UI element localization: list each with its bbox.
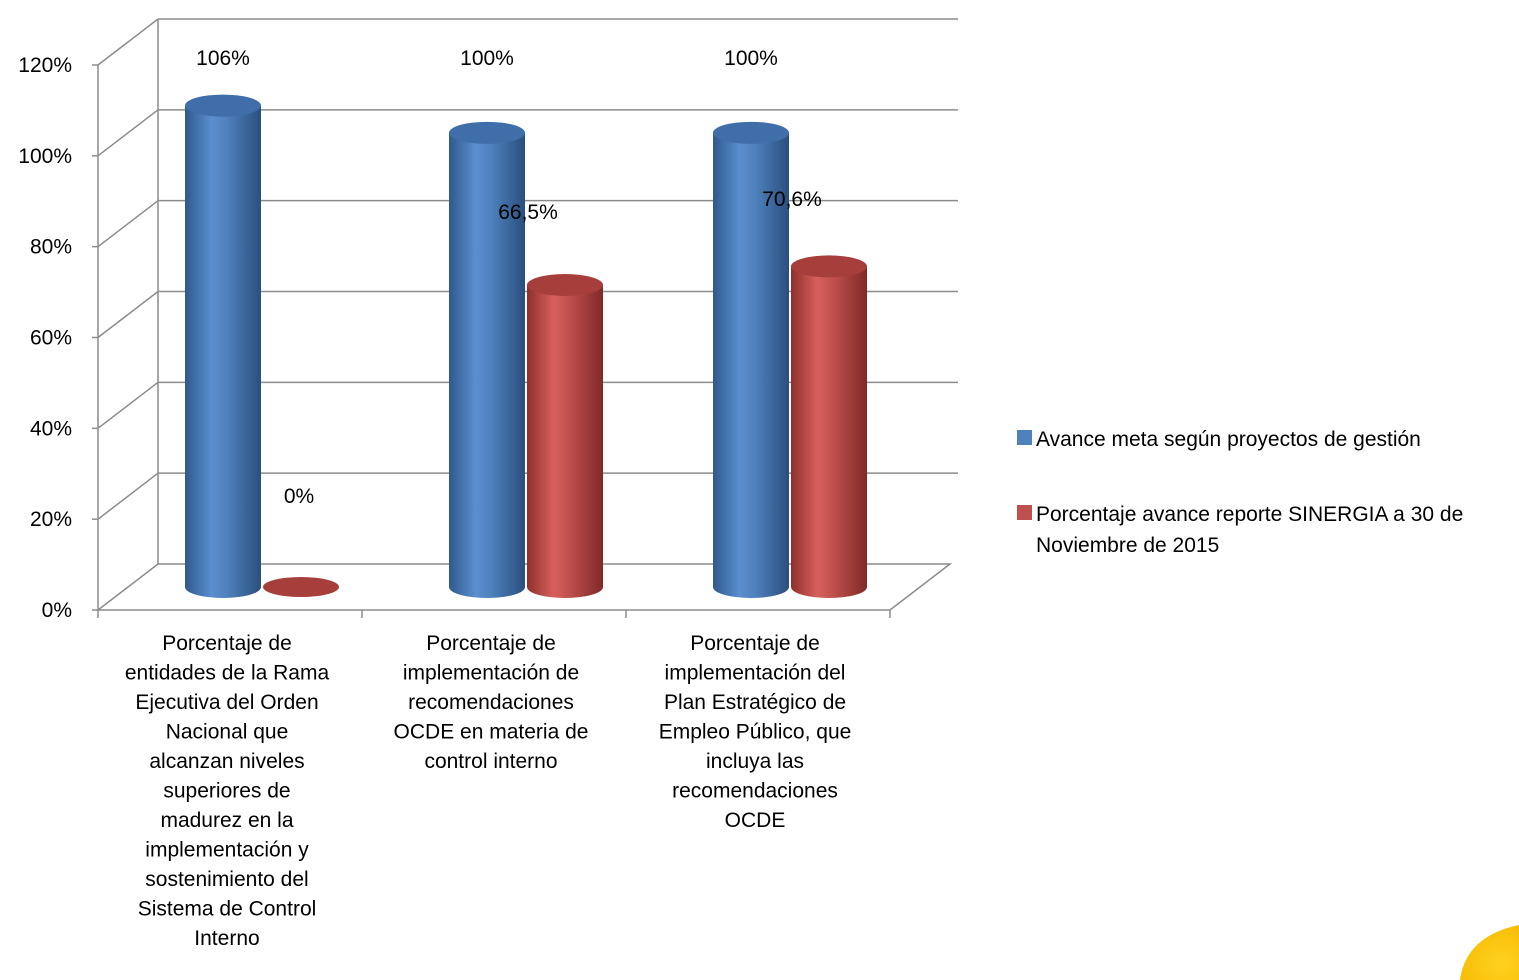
bar-top	[527, 273, 603, 296]
y-tick-label: 80%	[30, 236, 72, 259]
category-label: Porcentaje de implementación de recomendac…	[394, 632, 589, 773]
bar-top	[713, 121, 789, 144]
bar-sinergia	[527, 273, 603, 598]
data-label: 66,5%	[498, 201, 558, 224]
gridline-side	[97, 290, 159, 339]
legend-label-line: Avance meta según proyectos de gestión	[1036, 428, 1421, 451]
category-label-line: Porcentaje de	[690, 632, 820, 655]
category-label-line: Porcentaje de	[162, 632, 292, 655]
legend-label: Avance meta según proyectos de gestión	[1036, 428, 1421, 451]
data-labels: 106% 100% 100% 0% 66,5% 70,6%	[196, 47, 822, 508]
category-label: Porcentaje de entidades de la Rama Ejecuti…	[125, 632, 330, 950]
y-tick-label: 40%	[30, 417, 72, 440]
category-label-line: Empleo Público, que	[659, 721, 852, 744]
bar-sinergia	[263, 577, 339, 597]
bar-body	[449, 132, 525, 599]
legend-swatch	[1017, 505, 1032, 520]
category-label-line: Porcentaje de	[426, 632, 556, 655]
bar-avance-meta	[449, 121, 525, 599]
data-label: 70,6%	[762, 188, 822, 211]
bar-top	[185, 94, 261, 117]
legend: Avance meta según proyectos de gestión Po…	[1017, 428, 1463, 557]
category-label: Porcentaje de implementación del Plan Estr…	[659, 632, 852, 832]
x-axis-categories: Porcentaje de entidades de la Rama Ejecuti…	[125, 632, 851, 950]
bar-top	[791, 255, 867, 278]
category-label-line: Sistema de Control	[138, 898, 317, 921]
y-tick-label: 100%	[18, 145, 72, 168]
category-label-line: Ejecutiva del Orden	[135, 691, 318, 714]
category-label-line: Plan Estratégico de	[664, 691, 846, 714]
legend-label-line: Noviembre de 2015	[1036, 534, 1219, 557]
bar-top	[263, 577, 339, 597]
bar-body	[791, 266, 867, 598]
corner-logo-sun	[1460, 925, 1519, 980]
gridline-side	[97, 109, 159, 157]
bar-sinergia	[791, 255, 867, 598]
category-label-line: OCDE en materia de	[394, 721, 589, 744]
bar-top	[449, 121, 525, 144]
gridline-side	[97, 381, 159, 429]
data-label: 100%	[460, 47, 514, 70]
category-label-line: recomendaciones	[408, 691, 574, 714]
data-label: 106%	[196, 47, 250, 70]
category-label-line: superiores de	[163, 780, 290, 803]
category-label-line: implementación del	[665, 662, 846, 685]
y-tick-label: 60%	[30, 327, 72, 350]
category-label-line: alcanzan niveles	[149, 750, 304, 773]
bar-avance-meta	[713, 121, 789, 599]
bar-avance-meta	[185, 94, 261, 598]
category-label-line: Nacional que	[166, 721, 289, 744]
gridline-side	[97, 472, 159, 520]
gridline-side	[97, 18, 159, 66]
bars	[185, 94, 867, 599]
gridline-side	[97, 200, 159, 248]
category-label-line: entidades de la Rama	[125, 662, 330, 685]
category-label-line: madurez en la	[160, 809, 293, 832]
category-label-line: implementación de	[403, 662, 579, 685]
legend-label-line: Porcentaje avance reporte SINERGIA a 30 …	[1036, 503, 1463, 526]
category-label-line: OCDE	[725, 809, 786, 832]
y-axis-ticks: 0% 20% 40% 60% 80% 100% 120%	[18, 54, 98, 622]
y-tick-label: 20%	[30, 508, 72, 531]
category-label-line: implementación y	[145, 839, 309, 862]
data-label: 0%	[284, 485, 314, 508]
bar-body	[527, 284, 603, 598]
bar-body	[185, 105, 261, 598]
y-tick-label: 0%	[42, 599, 72, 622]
category-label-line: incluya las	[706, 750, 804, 773]
category-label-line: sostenimiento del	[145, 868, 308, 891]
category-label-line: Interno	[194, 927, 259, 950]
category-label-line: recomendaciones	[672, 780, 838, 803]
legend-swatch	[1017, 430, 1032, 445]
legend-label: Porcentaje avance reporte SINERGIA a 30 …	[1036, 503, 1463, 557]
y-tick-label: 120%	[18, 54, 72, 77]
category-label-line: control interno	[424, 750, 557, 773]
bar-body	[713, 132, 789, 599]
data-label: 100%	[724, 47, 778, 70]
